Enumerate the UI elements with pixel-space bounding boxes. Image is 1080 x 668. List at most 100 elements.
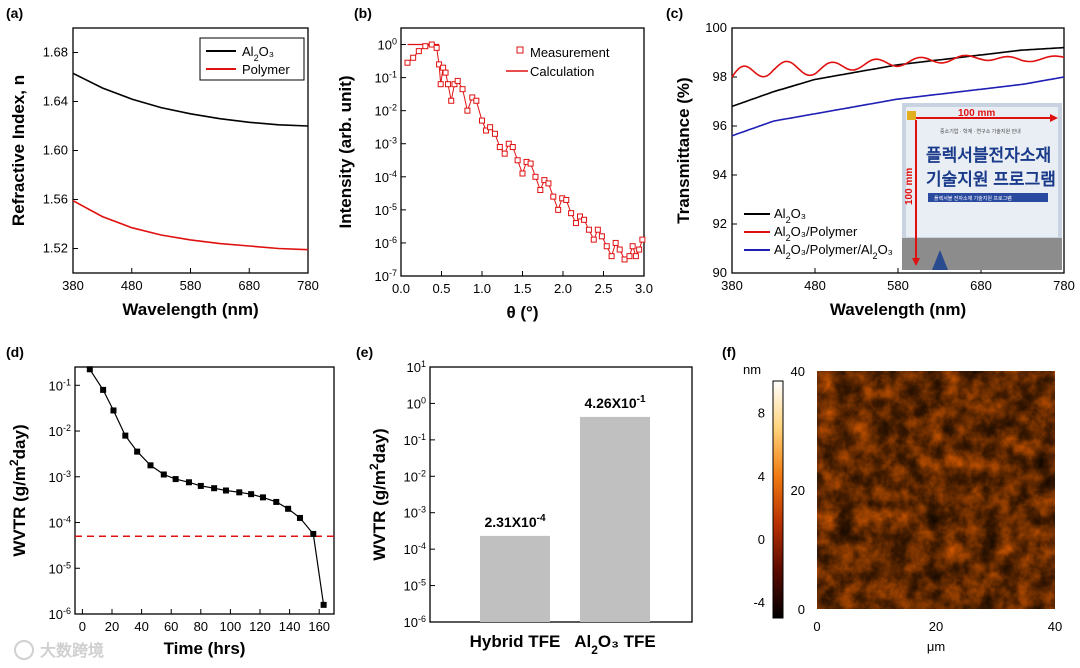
- e-y-axis-title: WVTR (g/m2day): [367, 428, 389, 560]
- b-measurement-point: [437, 81, 444, 88]
- c-y-axis-title: Transmittance (%): [674, 77, 693, 223]
- b-measurement-point: [563, 196, 570, 203]
- b-measurement-point: [612, 239, 619, 246]
- b-legend-label-1: Calculation: [530, 64, 594, 79]
- panel-label-c: (c): [666, 5, 683, 21]
- b-measurement-point: [428, 41, 435, 48]
- d-xtick-label: 40: [134, 619, 148, 634]
- b-measurement-point: [448, 97, 455, 104]
- a-xtick-label: 680: [238, 278, 260, 293]
- f-colorbar: [772, 380, 784, 619]
- b-ytick-label: 10-1: [375, 70, 397, 86]
- d-data-point: [100, 386, 107, 393]
- watermark-text: 大数跨境: [40, 641, 104, 660]
- d-xtick-label: 160: [308, 619, 330, 634]
- c-xtick-label: 480: [804, 278, 826, 293]
- a-legend-box: [199, 37, 305, 81]
- d-y-axis-title: WVTR (g/m2day): [7, 424, 29, 556]
- panel-label-f: (f): [722, 344, 736, 360]
- f-colorbar-tick: 0: [758, 532, 765, 547]
- d-data-point: [211, 485, 218, 492]
- b-measurement-trace: [407, 43, 643, 261]
- d-data-point: [248, 491, 255, 498]
- b-measurement-point: [442, 69, 449, 76]
- panel-d-wvtr-time: 0 20 40 60 80 100 120 140 160 10-6 10-5 10-4 10-3 10-…: [7, 366, 335, 658]
- f-ytick-label: 20: [791, 483, 805, 498]
- d-ytick-label: 10-3: [49, 469, 71, 485]
- c-xtick-label: 780: [1053, 278, 1075, 293]
- c-legend-label-1: Al2O₃/Polymer: [774, 224, 858, 243]
- c-xtick-label: 380: [721, 278, 743, 293]
- c-ytick-label: 98: [713, 69, 727, 84]
- e-bar-0: [480, 535, 550, 622]
- b-xtick-label: 1.5: [513, 281, 531, 296]
- b-measurement-point: [501, 150, 508, 157]
- b-measurement-point: [454, 77, 461, 84]
- b-ytick-label: 10-2: [375, 103, 397, 119]
- a-ytick-label: 1.60: [43, 143, 68, 158]
- d-xtick-label: 60: [164, 619, 178, 634]
- brand-logo-icon: [14, 640, 34, 660]
- b-measurement-point: [440, 64, 447, 71]
- e-ytick-label: 10-1: [404, 432, 426, 448]
- b-measurement-point: [632, 253, 639, 260]
- d-data-point: [320, 601, 327, 608]
- b-measurement-point: [626, 253, 633, 260]
- d-data-point: [122, 432, 129, 439]
- c-ytick-label: 90: [713, 265, 727, 280]
- c-series-line-2: [731, 76, 1065, 137]
- c-ytick-label: 92: [713, 216, 727, 231]
- a-x-axis-title: Wavelength (nm): [122, 300, 258, 319]
- c-xtick-label: 580: [887, 278, 909, 293]
- b-measurement-point: [550, 193, 557, 200]
- d-xtick-label: 100: [220, 619, 242, 634]
- d-plot-frame: [74, 366, 335, 615]
- b-xtick-label: 1.0: [473, 281, 491, 296]
- c-legend-label-2: Al2O₃/Polymer/Al2O₃: [774, 242, 893, 261]
- e-bar-data-label-1: 4.26X10-1: [584, 394, 646, 411]
- b-measurement-point: [496, 144, 503, 151]
- f-ytick-label: 0: [798, 602, 805, 617]
- d-series-line: [89, 368, 325, 605]
- b-y-axis-title: Intensity (arb. unit): [336, 76, 355, 229]
- b-measurement-point: [616, 246, 623, 253]
- b-measurement-point: [636, 246, 643, 253]
- d-data-point: [236, 489, 243, 496]
- b-ytick-label: 100: [378, 37, 397, 53]
- b-measurement-point: [415, 48, 422, 55]
- b-measurement-point: [585, 226, 592, 233]
- photo-arrowhead-down: [912, 258, 920, 266]
- f-x-axis-title: μm: [927, 639, 945, 654]
- photo-subtitle-text: 플렉서블 전자소재 기술지원 프로그램: [934, 195, 1012, 202]
- d-ytick-label: 10-6: [49, 606, 71, 622]
- photo-title-line1: 플렉서블전자소재: [926, 146, 1051, 165]
- c-xtick-label: 680: [970, 278, 992, 293]
- a-series-line-1: [72, 199, 309, 251]
- b-xtick-label: 0.0: [392, 281, 410, 296]
- b-measurement-point: [483, 127, 490, 134]
- sample-photo: 100 mm 100 mm 중소기업 · 학계 · 연구소 기술지원 안내 플렉…: [902, 103, 1062, 270]
- photo-marker: [907, 111, 916, 120]
- e-ytick-label: 10-2: [404, 468, 426, 484]
- d-xtick-label: 80: [194, 619, 208, 634]
- d-data-point: [172, 476, 179, 483]
- b-measurement-point: [603, 243, 610, 250]
- a-legend-label-1: Polymer: [242, 62, 290, 77]
- f-xtick-label: 0: [813, 619, 820, 634]
- panel-label-d: (d): [6, 344, 24, 360]
- a-ytick-label: 1.68: [43, 45, 68, 60]
- d-data-point: [110, 407, 117, 414]
- d-ytick-label: 10-1: [49, 377, 71, 393]
- d-data-point: [222, 487, 229, 494]
- b-x-axis-title: θ (°): [506, 303, 538, 322]
- photo-subtitle-band: [928, 193, 1048, 202]
- d-ytick-label: 10-5: [49, 560, 71, 576]
- d-data-point: [86, 366, 93, 373]
- e-plot-frame: [429, 366, 693, 623]
- d-data-point: [310, 530, 317, 537]
- d-ytick-label: 10-4: [49, 515, 71, 531]
- panel-c-transmittance: 380 480 580 680 7809092949698100Al2O₃Al2O₃/P…: [674, 20, 1075, 319]
- d-x-axis-title: Time (hrs): [164, 639, 246, 658]
- b-measurement-point: [639, 236, 646, 243]
- f-ytick-label: 40: [791, 364, 805, 379]
